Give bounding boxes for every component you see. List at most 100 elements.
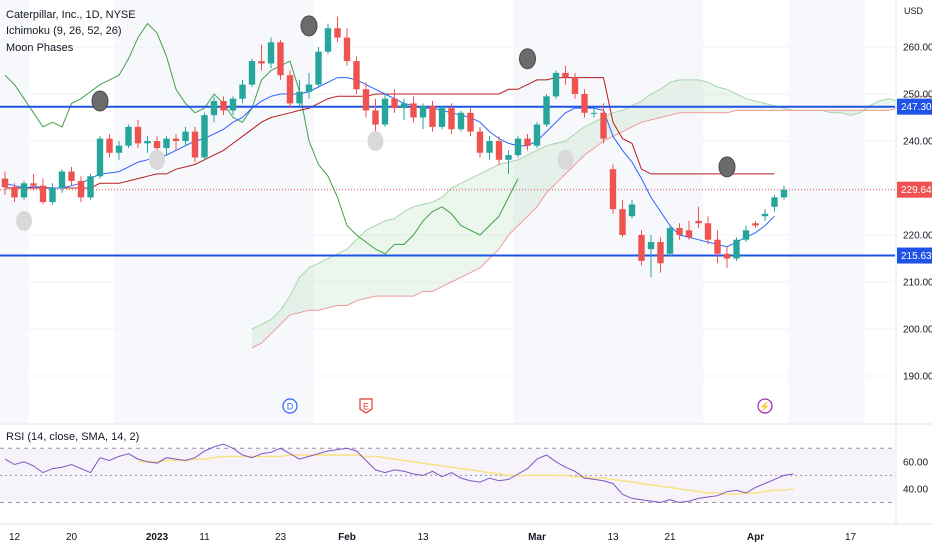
candle	[144, 141, 151, 144]
candle	[628, 204, 636, 217]
rsi-line	[4, 443, 794, 504]
candle	[11, 187, 18, 198]
candle	[96, 138, 104, 177]
candle	[191, 131, 199, 158]
candle	[476, 131, 484, 153]
x-tick-label: 11	[199, 532, 210, 543]
candle	[20, 183, 28, 198]
month-band-3	[788, 0, 865, 423]
candle	[324, 28, 332, 52]
symbol-legend[interactable]: Caterpillar, Inc., 1D, NYSE	[6, 9, 136, 21]
candle	[115, 145, 123, 153]
candle	[106, 138, 113, 153]
candle	[410, 103, 417, 118]
candle	[362, 89, 370, 111]
price-label: 229.64	[901, 185, 932, 196]
candle	[315, 51, 322, 85]
candle	[457, 112, 465, 130]
month-band-1	[114, 0, 314, 423]
candle	[647, 242, 655, 250]
new-moon-marker	[718, 156, 736, 178]
x-tick-label: 20	[66, 532, 78, 543]
candle	[590, 112, 598, 114]
y-tick-label: 240.00	[903, 137, 932, 148]
event-label: E	[363, 402, 369, 412]
currency-label: USD	[904, 6, 924, 16]
candle	[30, 183, 37, 186]
full-moon-marker	[16, 210, 32, 231]
candle	[571, 77, 579, 94]
candle	[77, 180, 85, 198]
candle	[467, 112, 474, 132]
candle	[248, 61, 256, 85]
x-tick-label: 13	[607, 532, 619, 543]
y-tick-label: 190.00	[903, 372, 932, 383]
candle	[429, 105, 436, 127]
candle	[134, 126, 142, 144]
candle	[258, 61, 265, 64]
candle	[381, 98, 389, 125]
candle	[552, 72, 560, 97]
event-label: D	[287, 402, 294, 412]
dividend-marker	[282, 398, 298, 414]
moon-phases-legend[interactable]: Moon Phases	[6, 42, 74, 54]
candle	[685, 230, 693, 238]
candle	[666, 227, 674, 254]
candle	[182, 131, 189, 141]
ichimoku-legend[interactable]: Ichimoku (9, 26, 52, 26)	[6, 25, 122, 37]
x-tick-label: Mar	[528, 532, 546, 543]
candle	[210, 101, 218, 116]
x-tick-label: Feb	[338, 532, 356, 543]
candle	[448, 108, 455, 130]
candle	[438, 108, 446, 127]
y-tick-label: 200.00	[903, 325, 932, 336]
candle	[305, 84, 313, 92]
candle	[695, 220, 702, 224]
candle	[657, 242, 664, 264]
candle	[562, 72, 569, 78]
candle	[761, 213, 769, 217]
candle	[87, 176, 94, 198]
candle	[543, 96, 550, 125]
candle	[39, 185, 47, 203]
candle	[581, 94, 588, 113]
y-tick-label: 250.00	[903, 90, 932, 101]
earnings-marker	[359, 398, 373, 414]
candle	[1, 178, 9, 188]
price-label-box	[897, 181, 932, 198]
candle	[277, 42, 284, 76]
candle	[533, 124, 541, 146]
candle	[334, 28, 341, 38]
new-moon-marker	[519, 48, 536, 70]
x-tick-label: 13	[417, 532, 429, 543]
candle	[400, 103, 408, 109]
month-band-2	[513, 0, 704, 423]
candle	[172, 138, 180, 141]
full-moon-marker	[149, 149, 165, 170]
y-tick-label: 260.00	[903, 43, 932, 54]
candle	[286, 75, 294, 104]
price-label: 215.63	[901, 251, 932, 262]
split-marker	[757, 398, 773, 414]
candle	[391, 98, 398, 109]
candle	[514, 138, 522, 156]
price-label-box	[897, 247, 932, 264]
candle	[239, 84, 246, 99]
rsi-legend[interactable]: RSI (14, close, SMA, 14, 2)	[6, 431, 140, 443]
candle	[638, 235, 645, 261]
price-label-box	[897, 98, 932, 115]
candle	[486, 141, 493, 153]
candle	[163, 138, 170, 149]
candle	[229, 98, 237, 111]
lagging-span-line	[4, 22, 519, 255]
candle	[49, 188, 56, 203]
candle	[704, 223, 712, 240]
candle	[771, 197, 778, 207]
x-tick-label: 2023	[146, 532, 169, 543]
ichimoku-cloud	[252, 79, 932, 348]
candle	[495, 141, 503, 160]
candle	[153, 141, 161, 149]
candle	[58, 171, 66, 188]
